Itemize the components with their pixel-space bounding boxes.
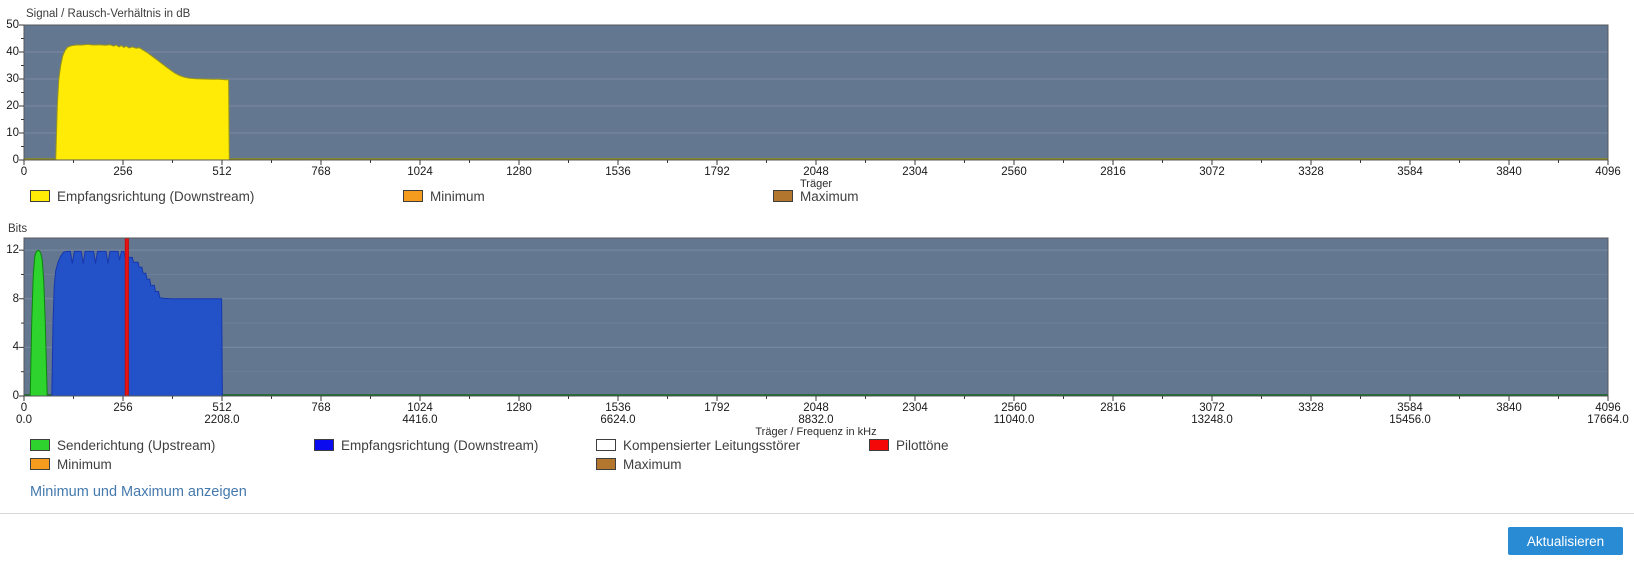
x-axis-tick-label: 0 [20, 166, 28, 178]
legend-label: Pilottöne [896, 437, 949, 453]
x-axis-tick-label: 2304 [902, 402, 928, 414]
legend-swatch-icon [773, 190, 793, 202]
x-axis-tick-label: 2048 [803, 166, 829, 178]
x-axis-tick-label: 3072 [1199, 166, 1225, 178]
legend-item: Kompensierter Leitungsstörer [596, 437, 800, 453]
legend-label: Minimum [57, 456, 112, 472]
legend-swatch-icon [30, 458, 50, 470]
legend-label: Empfangsrichtung (Downstream) [341, 437, 539, 453]
x-axis-tick-label: 1536 [605, 166, 631, 178]
x-axis-tick-label: 3328 [1298, 166, 1324, 178]
axis-caption: Träger / Frequenz in kHz [755, 426, 877, 438]
y-axis-tick-label: 40 [6, 46, 19, 58]
x-axis-tick-label: 3584 [1397, 166, 1423, 178]
legend-label: Empfangsrichtung (Downstream) [57, 188, 255, 204]
legend-item: Maximum [596, 456, 682, 472]
x-axis-freq-label: 6624.0 [600, 414, 636, 426]
x-axis-tick-label: 4096 [1595, 402, 1621, 414]
x-axis-tick-label: 1792 [704, 166, 730, 178]
y-axis-tick-label: 10 [6, 127, 19, 139]
x-axis-tick-label: 1024 [407, 166, 433, 178]
y-axis-tick-label: 8 [12, 292, 19, 305]
legend-label: Maximum [800, 188, 859, 204]
y-axis-tick-label: 50 [6, 19, 19, 31]
legend-label: Minimum [430, 188, 485, 204]
legend-label: Senderichtung (Upstream) [57, 437, 216, 453]
y-axis-tick-label: 0 [12, 390, 19, 402]
x-axis-tick-label: 1792 [704, 402, 730, 414]
x-axis-tick-label: 3072 [1199, 402, 1225, 414]
x-axis-tick-label: 1536 [605, 402, 631, 414]
x-axis-tick-label: 256 [113, 166, 133, 178]
legend-swatch-icon [869, 439, 889, 451]
legend-label: Kompensierter Leitungsstörer [623, 437, 801, 453]
y-axis-tick-label: 0 [12, 154, 19, 166]
x-axis-tick-label: 4096 [1595, 166, 1621, 178]
x-axis-freq-label: 13248.0 [1191, 414, 1233, 426]
x-axis-freq-label: 17664.0 [1587, 414, 1629, 426]
x-axis-tick-label: 2560 [1001, 166, 1027, 178]
legend-item: Pilottöne [869, 437, 949, 453]
legend-label: Maximum [623, 456, 682, 472]
legend-item: Minimum [403, 188, 485, 204]
x-axis-tick-label: 3328 [1298, 402, 1324, 414]
legend-swatch-icon [596, 439, 616, 451]
x-axis-tick-label: 512 [212, 166, 232, 178]
x-axis-tick-label: 1024 [407, 402, 433, 414]
axis-caption: Träger [800, 178, 832, 190]
x-axis-freq-label: 0.0 [16, 414, 32, 426]
x-axis-freq-label: 4416.0 [402, 414, 438, 426]
legend-swatch-icon [596, 458, 616, 470]
x-axis-tick-label: 2048 [803, 402, 829, 414]
x-axis-freq-label: 2208.0 [204, 414, 240, 426]
x-axis-tick-label: 2560 [1001, 402, 1027, 414]
x-axis-tick-label: 2304 [902, 166, 928, 178]
x-axis-tick-label: 3840 [1496, 402, 1522, 414]
bits-chart-title: Bits [8, 223, 28, 235]
x-axis-tick-label: 768 [311, 402, 331, 414]
x-axis-tick-label: 2816 [1100, 402, 1126, 414]
legend-swatch-icon [30, 190, 50, 202]
y-axis-tick-label: 20 [6, 100, 19, 112]
x-axis-tick-label: 256 [113, 402, 133, 414]
x-axis-freq-label: 11040.0 [993, 414, 1035, 426]
legend-item: Empfangsrichtung (Downstream) [30, 188, 254, 204]
y-axis-tick-label: 4 [12, 341, 19, 354]
x-axis-tick-label: 3584 [1397, 402, 1423, 414]
x-axis-tick-label: 3840 [1496, 166, 1522, 178]
legend-item: Senderichtung (Upstream) [30, 437, 215, 453]
snr-chart-title: Signal / Rausch-Verhältnis in dB [26, 8, 191, 20]
legend-item: Maximum [773, 188, 859, 204]
legend-item: Minimum [30, 456, 112, 472]
legend-swatch-icon [314, 439, 334, 451]
x-axis-tick-label: 1280 [506, 166, 532, 178]
legend-swatch-icon [30, 439, 50, 451]
x-axis-tick-label: 1280 [506, 402, 532, 414]
x-axis-tick-label: 768 [311, 166, 331, 178]
x-axis-freq-label: 15456.0 [1389, 414, 1431, 426]
y-axis-tick-label: 12 [6, 244, 19, 257]
x-axis-tick-label: 512 [212, 402, 232, 414]
legend-swatch-icon [403, 190, 423, 202]
x-axis-tick-label: 0 [20, 402, 28, 414]
y-axis-tick-label: 30 [6, 73, 19, 85]
footer-divider [0, 513, 1634, 514]
aktualisieren-button[interactable]: Aktualisieren [1508, 527, 1623, 555]
show-minmax-link[interactable]: Minimum und Maximum anzeigen [30, 484, 247, 500]
x-axis-tick-label: 2816 [1100, 166, 1126, 178]
legend-item: Empfangsrichtung (Downstream) [314, 437, 538, 453]
x-axis-freq-label: 8832.0 [798, 414, 834, 426]
